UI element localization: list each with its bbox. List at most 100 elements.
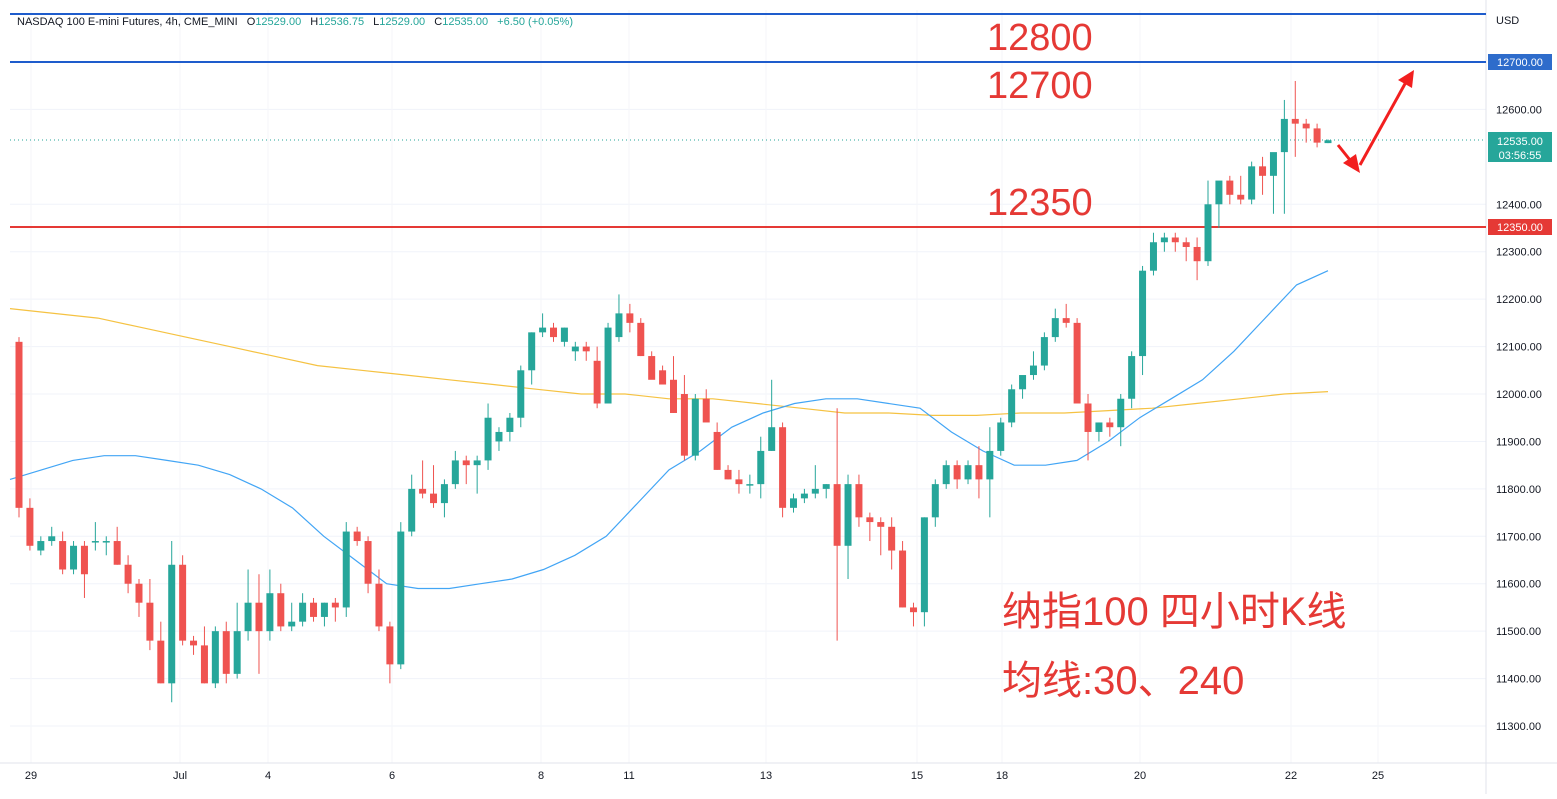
candle-body[interactable] xyxy=(495,431,503,442)
candle-body[interactable] xyxy=(59,541,67,570)
candle-body[interactable] xyxy=(1128,356,1136,399)
candle-body[interactable] xyxy=(648,356,656,380)
candle-body[interactable] xyxy=(964,465,972,480)
candle-body[interactable] xyxy=(1215,180,1223,205)
candle-body[interactable] xyxy=(168,564,176,684)
candle-body[interactable] xyxy=(1008,389,1016,423)
candle-body[interactable] xyxy=(179,564,187,641)
candle-body[interactable] xyxy=(757,450,765,485)
candle-body[interactable] xyxy=(1019,375,1027,390)
candle-body[interactable] xyxy=(190,640,198,646)
candle-body[interactable] xyxy=(1193,246,1201,262)
candle-body[interactable] xyxy=(811,488,819,494)
candle-body[interactable] xyxy=(1313,128,1321,143)
candle-body[interactable] xyxy=(375,583,383,627)
candle-body[interactable] xyxy=(746,484,754,486)
candle-body[interactable] xyxy=(713,431,721,470)
candle-body[interactable] xyxy=(680,394,688,456)
candle-body[interactable] xyxy=(888,526,896,551)
candle-body[interactable] xyxy=(430,493,438,504)
candle-body[interactable] xyxy=(222,631,230,674)
candle-body[interactable] xyxy=(277,593,285,627)
candle-body[interactable] xyxy=(342,531,350,608)
candle-body[interactable] xyxy=(146,602,154,641)
candle-body[interactable] xyxy=(320,602,328,617)
candle-body[interactable] xyxy=(942,465,950,485)
candle-body[interactable] xyxy=(833,484,841,546)
candle-body[interactable] xyxy=(997,422,1005,451)
candle-body[interactable] xyxy=(735,479,743,485)
candle-body[interactable] xyxy=(211,631,219,684)
candle-body[interactable] xyxy=(310,602,318,617)
candle-body[interactable] xyxy=(157,640,165,684)
candle-body[interactable] xyxy=(986,450,994,480)
candle-body[interactable] xyxy=(539,327,547,333)
candle-body[interactable] xyxy=(779,427,787,508)
candle-body[interactable] xyxy=(1291,118,1299,124)
candle-body[interactable] xyxy=(113,541,121,565)
candle-body[interactable] xyxy=(244,602,252,632)
candle-body[interactable] xyxy=(1062,318,1070,323)
candle-body[interactable] xyxy=(1280,118,1288,153)
candle-body[interactable] xyxy=(70,545,78,570)
candle-body[interactable] xyxy=(789,498,797,508)
candle-body[interactable] xyxy=(1171,237,1179,243)
candle-body[interactable] xyxy=(48,536,56,542)
candle-body[interactable] xyxy=(604,327,612,404)
candle-body[interactable] xyxy=(440,484,448,504)
candle-body[interactable] xyxy=(1259,166,1267,176)
candle-body[interactable] xyxy=(1182,242,1190,247)
candle-body[interactable] xyxy=(397,531,405,665)
ma30-line[interactable] xyxy=(9,270,1329,590)
price-axis-ticks[interactable]: 12600.00 12400.00 12300.00 12200.00 12100.00… xyxy=(1496,104,1542,733)
candle-body[interactable] xyxy=(331,602,339,608)
candle-body[interactable] xyxy=(920,517,928,613)
candle-body[interactable] xyxy=(135,583,143,603)
ma240-line[interactable] xyxy=(9,308,1329,416)
candle-body[interactable] xyxy=(1073,322,1081,404)
candle-body[interactable] xyxy=(517,370,525,418)
candle-body[interactable] xyxy=(1084,403,1092,432)
candle-body[interactable] xyxy=(1095,422,1103,432)
candle-body[interactable] xyxy=(702,398,710,423)
candle-body[interactable] xyxy=(451,460,459,485)
candle-body[interactable] xyxy=(200,645,208,684)
candle-body[interactable] xyxy=(953,465,961,480)
candle-body[interactable] xyxy=(1051,318,1059,338)
candle-body[interactable] xyxy=(866,517,874,523)
candle-body[interactable] xyxy=(550,327,558,338)
candle-body[interactable] xyxy=(582,346,590,352)
candle-body[interactable] xyxy=(266,593,274,632)
candle-body[interactable] xyxy=(571,346,579,352)
candle-body[interactable] xyxy=(288,621,296,627)
candle-body[interactable] xyxy=(484,417,492,461)
candle-body[interactable] xyxy=(386,626,394,665)
candle-body[interactable] xyxy=(91,541,99,543)
candle-body[interactable] xyxy=(1226,180,1234,195)
candle-body[interactable] xyxy=(462,460,470,466)
candle-body[interactable] xyxy=(506,417,514,432)
candle-body[interactable] xyxy=(615,313,623,338)
candle-body[interactable] xyxy=(1324,140,1332,144)
candle-body[interactable] xyxy=(931,484,939,518)
candle-body[interactable] xyxy=(691,398,699,456)
candle-body[interactable] xyxy=(26,507,34,546)
candle-body[interactable] xyxy=(233,631,241,674)
candle-body[interactable] xyxy=(659,370,667,385)
candle-body[interactable] xyxy=(855,484,863,518)
candle-body[interactable] xyxy=(255,602,263,632)
candle-body[interactable] xyxy=(1269,152,1277,176)
candle-body[interactable] xyxy=(408,488,416,532)
candle-body[interactable] xyxy=(528,332,536,371)
candle-body[interactable] xyxy=(899,550,907,608)
candle-body[interactable] xyxy=(419,488,427,494)
candle-body[interactable] xyxy=(1040,337,1048,366)
candle-body[interactable] xyxy=(364,541,372,584)
candle-body[interactable] xyxy=(909,607,917,613)
candle-body[interactable] xyxy=(1029,365,1037,376)
candle-body[interactable] xyxy=(1204,204,1212,262)
candle-body[interactable] xyxy=(102,541,110,543)
candle-body[interactable] xyxy=(80,545,88,575)
